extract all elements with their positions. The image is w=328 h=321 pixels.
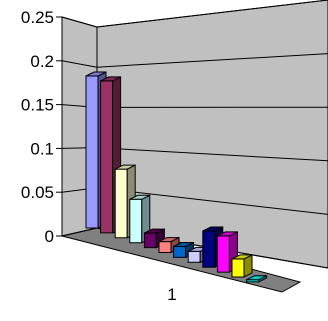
bar-series-12 bbox=[246, 274, 268, 283]
bar-front-1 bbox=[85, 75, 99, 229]
bar-front-7 bbox=[173, 246, 187, 258]
bar-series-7 bbox=[173, 241, 195, 259]
y-tick-label-5: 0.25 bbox=[21, 8, 54, 27]
bar-top-2 bbox=[100, 76, 121, 82]
gridline-back-4 bbox=[96, 53, 328, 68]
bar-top-10 bbox=[217, 231, 238, 237]
bar-top-9 bbox=[202, 226, 224, 232]
bar-front-11 bbox=[231, 258, 245, 278]
gridline-side-0 bbox=[61, 227, 98, 237]
gridline-back-2 bbox=[96, 147, 328, 162]
bar-front-10 bbox=[216, 235, 230, 273]
bar-series-11 bbox=[231, 254, 253, 278]
bar-top-7 bbox=[173, 242, 194, 247]
bar-top-4 bbox=[129, 194, 151, 200]
bar-front-2 bbox=[100, 80, 114, 234]
category-axis-labels: 1 bbox=[167, 285, 176, 304]
y-tick-label-2: 0.1 bbox=[30, 139, 54, 158]
bar-front-9 bbox=[202, 230, 216, 268]
bar-top-6 bbox=[158, 237, 180, 243]
bar-front-6 bbox=[158, 241, 172, 253]
bar-front-8 bbox=[187, 250, 201, 263]
value-axis: 0 0.05 0.1 0.15 0.2 0.25 bbox=[21, 8, 63, 246]
x-tick-label-1: 1 bbox=[167, 285, 176, 304]
bar-top-12 bbox=[246, 275, 267, 281]
bar-front-3 bbox=[114, 168, 128, 239]
gridline-back-5 bbox=[96, 0, 328, 28]
y-tick-label-4: 0.2 bbox=[30, 52, 54, 71]
gridline-side-4 bbox=[61, 60, 98, 68]
y-tick-label-0: 0 bbox=[45, 227, 54, 246]
bar-front-4 bbox=[129, 198, 143, 244]
y-tick-label-3: 0.15 bbox=[21, 96, 54, 115]
bar-top-1 bbox=[85, 71, 107, 77]
bars bbox=[85, 71, 268, 283]
gridline-side-5 bbox=[61, 16, 98, 28]
y-tick-label-1: 0.05 bbox=[21, 183, 54, 202]
bar-top-3 bbox=[114, 164, 136, 170]
bar-top-5 bbox=[144, 228, 165, 234]
bar-front-5 bbox=[143, 232, 157, 249]
bar-top-11 bbox=[231, 254, 253, 260]
